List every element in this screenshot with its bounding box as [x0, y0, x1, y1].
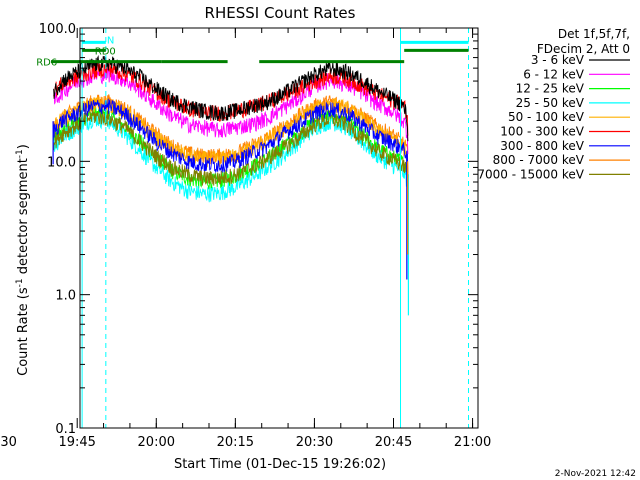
y-tick-label-0: 100.0	[39, 22, 76, 37]
x-tick-label-3: 20:15	[217, 435, 254, 450]
series-line-5	[53, 61, 409, 136]
legend-label-7: 800 - 7000 keV	[493, 153, 585, 167]
svg-text:Count Rate (s-1 detector segme: Count Rate (s-1 detector segment-1)	[15, 144, 31, 376]
legend-label-5: 100 - 300 keV	[500, 125, 584, 139]
x-tick-label-6: 21:00	[454, 435, 491, 450]
chart-title: RHESSI Count Rates	[205, 4, 356, 22]
state-label-RD6: RD6	[36, 58, 57, 69]
y-tick-label-1: 10.0	[47, 155, 76, 170]
plot-frame	[79, 27, 479, 429]
series-line-3	[53, 113, 409, 203]
legend-label-2: 12 - 25 keV	[516, 82, 585, 96]
x-tick-label-5: 20:45	[375, 435, 412, 450]
legend-header-1: FDecim 2, Att 0	[537, 42, 630, 56]
legend-label-8: 7000 - 15000 keV	[477, 167, 584, 181]
x-tick-label-1: 19:45	[58, 435, 95, 450]
timestamp: 2-Nov-2021 12:42	[555, 469, 636, 479]
legend-label-4: 50 - 100 keV	[508, 110, 585, 124]
x-axis-label: Start Time (01-Dec-15 19:26:02)	[174, 457, 386, 472]
legend-header-0: Det 1f,5f,7f,	[558, 27, 630, 41]
y-tick-label-3: 0.1	[55, 422, 76, 437]
legend-label-0: 3 - 6 keV	[531, 53, 585, 67]
legend-label-1: 6 - 12 keV	[523, 67, 585, 81]
x-tick-label-2: 20:00	[138, 435, 175, 450]
legend-label-3: 25 - 50 keV	[516, 96, 585, 110]
legend-label-6: 300 - 800 keV	[500, 139, 584, 153]
state-label-RD0: RD0	[95, 46, 116, 57]
y-tick-label-2: 1.0	[55, 289, 76, 304]
state-label-N: N	[107, 35, 114, 46]
series-line-0	[53, 55, 409, 142]
x-tick-label-4: 20:30	[296, 435, 333, 450]
y-axis-label: Count Rate (s-1 detector segment-1)	[15, 144, 31, 376]
series-line-6	[53, 98, 409, 179]
x-tick-label-0: 19:30	[0, 435, 17, 450]
